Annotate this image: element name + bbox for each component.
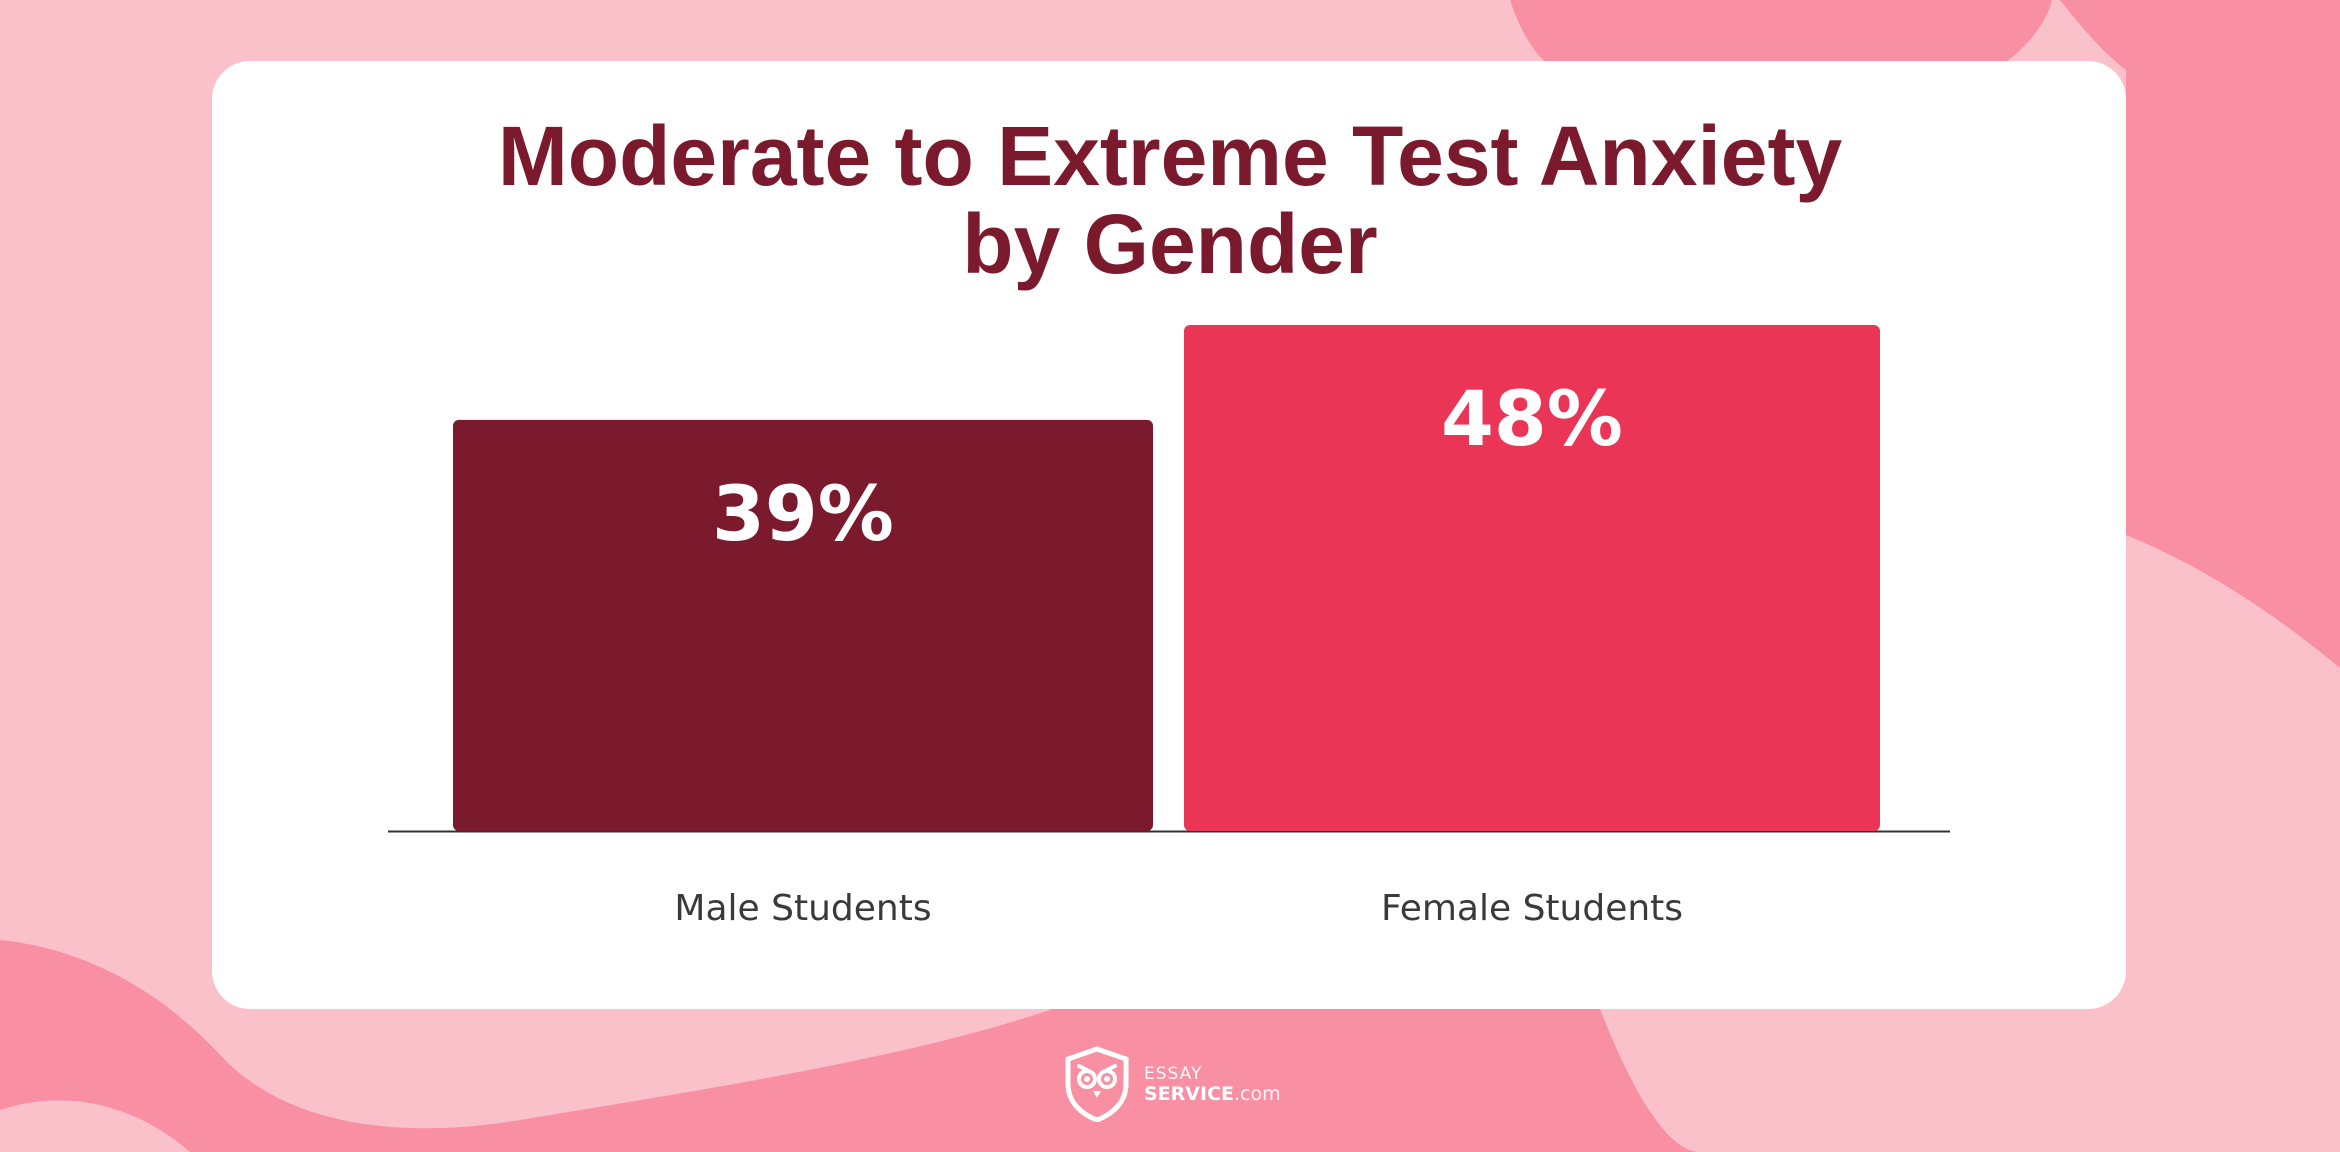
bar-1	[1184, 325, 1880, 831]
category-label-1: Female Students	[1381, 888, 1683, 929]
background-blob-right	[2060, 0, 2340, 668]
chart-title-line-2: by Gender	[962, 197, 1378, 291]
brand-line-1: ESSAY	[1144, 1064, 1203, 1084]
chart-title: Moderate to Extreme Test Anxiety by Gend…	[0, 112, 2340, 288]
bar-0	[453, 419, 1153, 831]
brand-domain: .com	[1234, 1083, 1281, 1105]
background-blob-bottom-center	[1040, 1009, 1700, 1152]
chart-title-line-1: Moderate to Extreme Test Anxiety	[497, 109, 1843, 203]
brand-wordmark: ESSAY SERVICE.com	[1144, 1064, 1281, 1104]
background-shape-bottom-corner	[0, 1100, 190, 1152]
bar-value-label-0: 39%	[712, 469, 894, 558]
background-blob-bottom-left	[0, 940, 1050, 1152]
bar-value-label-1: 48%	[1441, 374, 1623, 463]
category-label-0: Male Students	[674, 888, 931, 929]
brand-line-2: SERVICE.com	[1144, 1084, 1281, 1104]
brand-logo[interactable]: ESSAY SERVICE.com	[1062, 1044, 1281, 1124]
owl-shield-icon	[1065, 1046, 1129, 1122]
brand-name: SERVICE	[1144, 1083, 1234, 1105]
